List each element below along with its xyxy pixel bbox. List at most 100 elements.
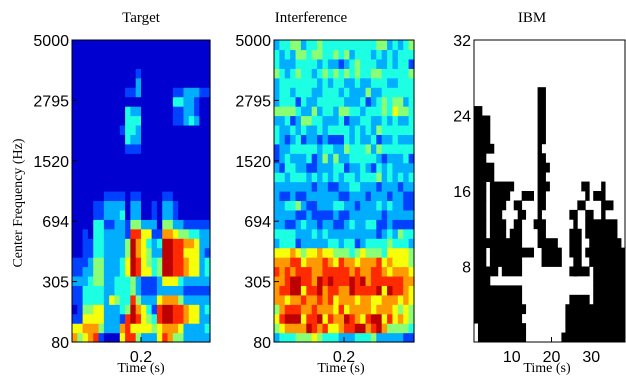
heatmap-cell <box>125 294 131 305</box>
mask-cell <box>537 172 546 182</box>
heatmap-cell <box>349 313 356 324</box>
heatmap-cell <box>300 58 307 69</box>
heatmap-cell <box>408 87 415 98</box>
mask-cell <box>489 181 515 192</box>
heatmap-cell <box>327 200 334 211</box>
heatmap-cell <box>295 68 302 79</box>
heatmap-cell <box>204 49 211 60</box>
heatmap-cell <box>194 134 200 145</box>
heatmap-cell <box>151 219 158 230</box>
heatmap-cell <box>370 209 377 220</box>
heatmap-cell <box>300 219 307 230</box>
heatmap-cell <box>300 247 307 258</box>
mask-cell <box>561 332 598 343</box>
heatmap-cell <box>387 247 394 258</box>
heatmap-cell <box>119 332 126 343</box>
heatmap-cell <box>397 49 404 60</box>
heatmap-cell <box>183 228 190 239</box>
heatmap-cell <box>300 238 307 249</box>
heatmap-cell <box>141 68 147 79</box>
heatmap-cell <box>365 257 372 268</box>
heatmap-cell <box>204 266 211 277</box>
heatmap-cell <box>327 162 334 173</box>
heatmap-cell <box>349 247 356 258</box>
heatmap-cell <box>284 40 291 51</box>
heatmap-cell <box>151 313 158 324</box>
heatmap-cell <box>167 266 174 277</box>
heatmap-cell <box>392 323 399 334</box>
heatmap-cell <box>344 87 350 98</box>
heatmap-cell <box>338 191 345 202</box>
heatmap-cell <box>204 106 211 117</box>
heatmap-cell <box>376 49 383 60</box>
heatmap-cell <box>322 209 329 220</box>
heatmap-cell <box>146 87 153 98</box>
heatmap-cell <box>317 143 324 154</box>
heatmap-cell <box>93 134 100 145</box>
heatmap-cell <box>338 40 345 51</box>
heatmap-cell <box>103 209 110 220</box>
mask-cell <box>489 313 523 324</box>
heatmap-cell <box>408 304 415 315</box>
heatmap-cell <box>109 332 116 343</box>
heatmap-cell <box>87 162 94 173</box>
heatmap-cell <box>387 181 394 192</box>
heatmap-cell <box>306 304 313 315</box>
heatmap-cell <box>274 200 280 211</box>
heatmap-cell <box>284 124 291 135</box>
heatmap-cell <box>130 191 137 202</box>
heatmap-cell <box>349 134 356 145</box>
heatmap-cell <box>344 58 350 69</box>
heatmap-cell <box>82 332 89 343</box>
heatmap-cell <box>317 238 324 249</box>
heatmap-cell <box>279 294 286 305</box>
heatmap-cell <box>114 115 121 126</box>
mask-cell <box>577 200 586 211</box>
mask-cell <box>537 162 550 173</box>
heatmap-cell <box>167 162 174 173</box>
heatmap-cell <box>295 247 302 258</box>
mask-cell <box>585 209 594 220</box>
heatmap-cell <box>370 247 377 258</box>
heatmap-cell <box>204 96 211 107</box>
heatmap-cell <box>194 106 200 117</box>
mask-cell <box>569 247 582 258</box>
heatmap-cell <box>322 285 329 296</box>
heatmap-cell <box>82 68 89 79</box>
heatmap-cell <box>77 247 84 258</box>
heatmap-cell <box>98 77 105 88</box>
heatmap-cell <box>327 313 334 324</box>
heatmap-cell <box>392 77 399 88</box>
heatmap-cell <box>354 172 361 183</box>
heatmap-cell <box>365 294 372 305</box>
heatmap-cell <box>349 219 356 230</box>
heatmap-cell <box>290 209 297 220</box>
heatmap-cell <box>77 304 84 315</box>
heatmap-cell <box>338 172 345 183</box>
heatmap-cell <box>77 172 84 183</box>
heatmap-cell <box>156 228 163 239</box>
heatmap-cell <box>162 49 169 60</box>
heatmap-cell <box>338 162 345 173</box>
heatmap-cell <box>194 96 200 107</box>
heatmap-cell <box>204 209 211 220</box>
heatmap-cell <box>376 247 383 258</box>
heatmap-cell <box>167 40 174 51</box>
heatmap-cell <box>344 257 350 268</box>
heatmap-cell <box>98 219 105 230</box>
heatmap-cell <box>146 209 153 220</box>
heatmap-cell <box>72 58 78 69</box>
heatmap-cell <box>204 134 211 145</box>
heatmap-cell <box>125 266 131 277</box>
heatmap-cell <box>72 266 78 277</box>
heatmap-cell <box>194 247 200 258</box>
mask-cell <box>513 219 523 230</box>
heatmap-cell <box>178 96 185 107</box>
heatmap-cell <box>354 49 361 60</box>
heatmap-cell <box>151 143 158 154</box>
heatmap-cell <box>204 228 211 239</box>
heatmap-cell <box>365 266 372 277</box>
heatmap-cell <box>98 191 105 202</box>
heatmap-cell <box>306 275 313 286</box>
